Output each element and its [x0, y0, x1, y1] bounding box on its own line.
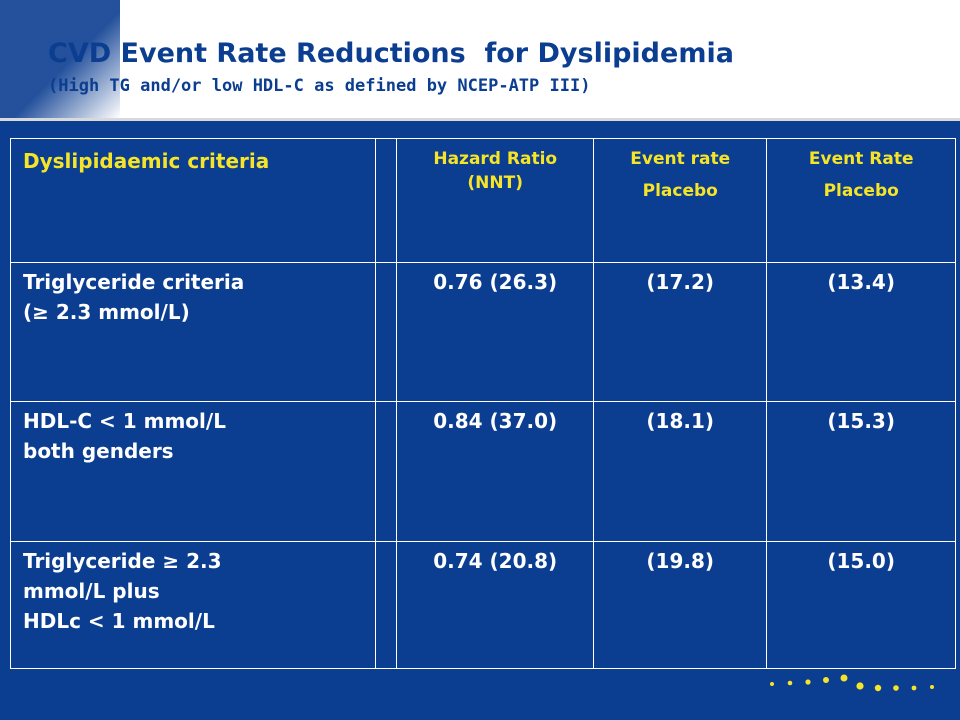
event-rate-2-cell: (15.3): [766, 401, 956, 542]
event-rate-2-cell: (15.0): [766, 540, 956, 670]
criteria-line: HDLc < 1 mmol/L: [23, 608, 215, 633]
criteria-line: both genders: [23, 439, 174, 464]
event-rate-1-cell: (18.1): [593, 401, 768, 542]
results-table: Dyslipidaemic criteria Hazard Ratio (NNT…: [10, 137, 956, 670]
spacer-column: [374, 540, 398, 670]
criteria-line: Triglyceride criteria: [23, 270, 245, 295]
header-event1-line1: Event rate: [630, 149, 731, 169]
hazard-ratio-cell: 0.74 (20.8): [396, 540, 595, 670]
header-criteria: Dyslipidaemic criteria: [10, 137, 376, 264]
header-event2-line1: Event Rate: [808, 149, 914, 169]
spacer-column: [374, 401, 398, 542]
header-hazard-line1: Hazard Ratio: [433, 149, 558, 169]
spacer-column: [374, 137, 398, 264]
decorative-dots-icon: [770, 674, 934, 692]
hazard-ratio-cell: 0.84 (37.0): [396, 401, 595, 542]
table-row: Triglyceride criteria (≥ 2.3 mmol/L) 0.7…: [10, 262, 956, 403]
slide-title: CVD Event Rate Reductions for Dyslipidem…: [48, 38, 734, 69]
table-row: Triglyceride ≥ 2.3 mmol/L plus HDLc < 1 …: [10, 540, 956, 670]
criteria-line: Triglyceride ≥ 2.3: [23, 548, 222, 573]
row-criteria: Triglyceride criteria (≥ 2.3 mmol/L): [10, 262, 376, 403]
event-rate-2-cell: (13.4): [766, 262, 956, 403]
header-divider: [0, 118, 960, 121]
row-criteria: HDL-C < 1 mmol/L both genders: [10, 401, 376, 542]
criteria-line: (≥ 2.3 mmol/L): [23, 300, 190, 325]
results-table-wrapper: Dyslipidaemic criteria Hazard Ratio (NNT…: [10, 137, 958, 670]
hazard-ratio-cell: 0.76 (26.3): [396, 262, 595, 403]
table-row: HDL-C < 1 mmol/L both genders 0.84 (37.0…: [10, 401, 956, 542]
header-event1-line2: Placebo: [642, 181, 718, 201]
header-band: [0, 0, 960, 118]
slide-subtitle: (High TG and/or low HDL-C as defined by …: [48, 76, 591, 96]
table-header-row: Dyslipidaemic criteria Hazard Ratio (NNT…: [10, 137, 956, 264]
header-hazard-line2: (NNT): [467, 173, 523, 193]
header-hazard-ratio: Hazard Ratio (NNT): [396, 137, 595, 264]
criteria-line: HDL-C < 1 mmol/L: [23, 409, 226, 434]
header-event-rate-2: Event Rate Placebo: [766, 137, 956, 264]
row-criteria: Triglyceride ≥ 2.3 mmol/L plus HDLc < 1 …: [10, 540, 376, 670]
spacer-column: [374, 262, 398, 403]
header-event-rate-1: Event rate Placebo: [593, 137, 768, 264]
event-rate-1-cell: (19.8): [593, 540, 768, 670]
criteria-line: mmol/L plus: [23, 578, 160, 603]
header-event2-line2: Placebo: [823, 181, 899, 201]
event-rate-1-cell: (17.2): [593, 262, 768, 403]
header-criteria-label: Dyslipidaemic criteria: [23, 149, 270, 173]
